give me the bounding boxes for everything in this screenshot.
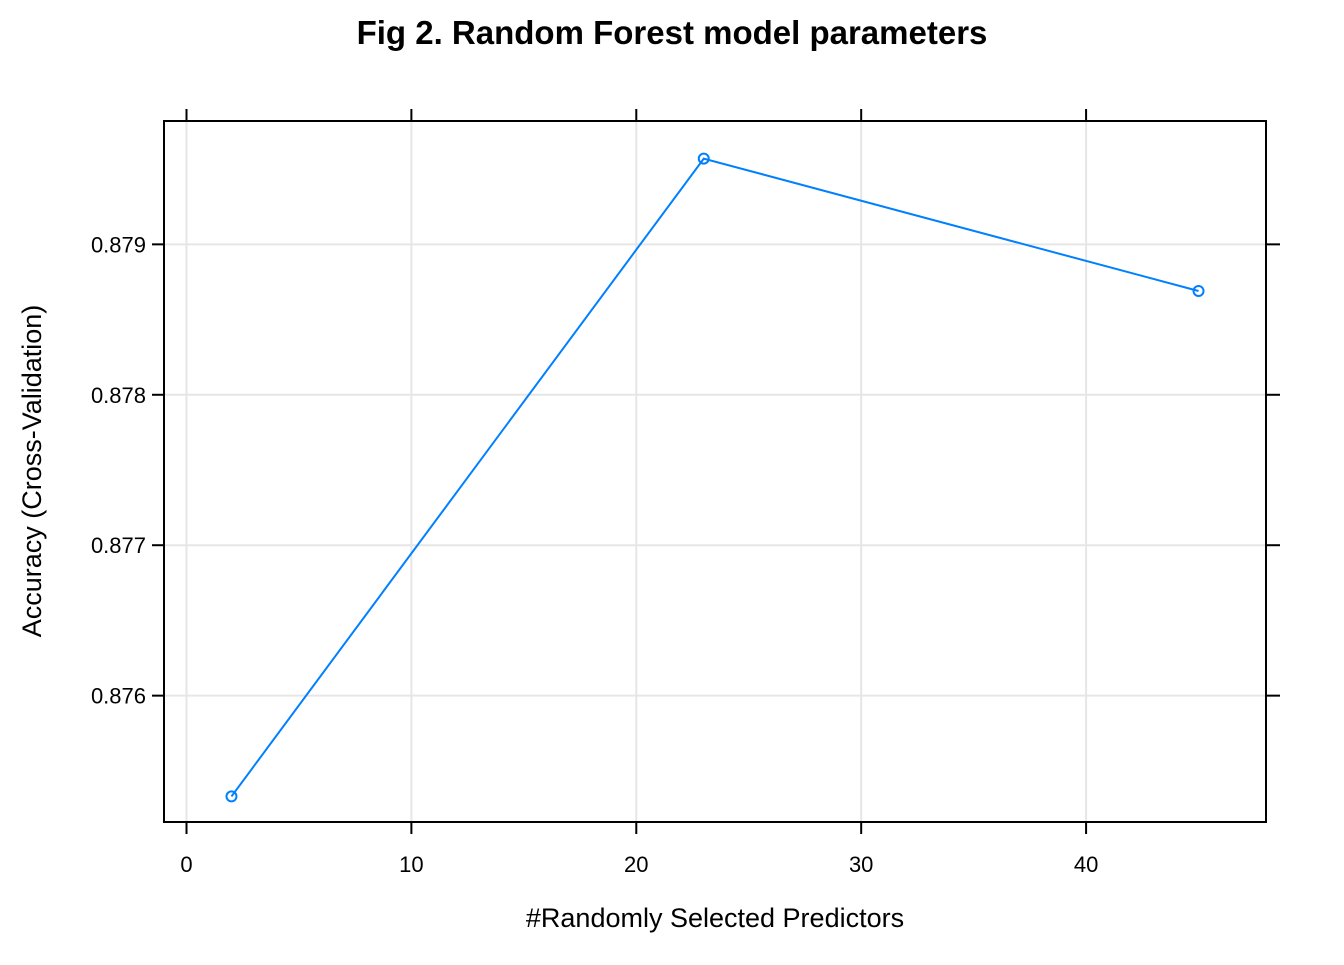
data-series [225, 152, 1205, 803]
y-axis-label: Accuracy (Cross-Validation) [17, 305, 47, 638]
x-tick-label: 40 [1074, 852, 1098, 877]
y-tick-label: 0.878 [91, 383, 146, 408]
y-tick-label: 0.876 [91, 684, 146, 709]
x-tick-label: 20 [624, 852, 648, 877]
x-tick-label: 0 [180, 852, 192, 877]
grid-lines [164, 121, 1266, 822]
x-tick-label: 30 [849, 852, 873, 877]
chart-title: Fig 2. Random Forest model parameters [357, 14, 988, 51]
data-point [225, 790, 238, 803]
x-axis-label: #Randomly Selected Predictors [526, 903, 904, 933]
y-tick-label: 0.879 [91, 232, 146, 257]
plot-frame [163, 120, 1267, 823]
series-line [230, 157, 1199, 798]
x-tick-label: 10 [399, 852, 423, 877]
data-point [1192, 284, 1205, 297]
axis-ticks: 0 10 20 30 40 0.876 0.877 0.878 0.879 [91, 109, 1280, 877]
y-tick-label: 0.877 [91, 533, 146, 558]
data-point [697, 152, 710, 165]
